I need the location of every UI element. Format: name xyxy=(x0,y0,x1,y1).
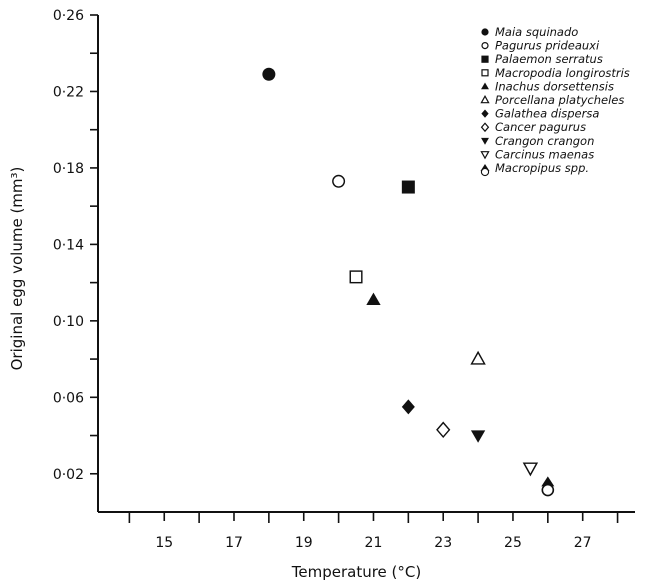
x-tick-label: 21 xyxy=(365,535,383,551)
y-tick-label: 0·06 xyxy=(53,390,84,406)
data-point-5-0 xyxy=(470,350,486,365)
legend-item: Porcellana platycheles xyxy=(480,93,624,107)
legend-label: Maia squinado xyxy=(495,25,578,39)
legend-item: Cancer pagurus xyxy=(480,120,586,134)
y-tick-label: 0·18 xyxy=(53,161,84,177)
x-tick-label: 25 xyxy=(504,535,522,551)
y-tick-label: 0·10 xyxy=(53,314,84,330)
legend-item: Galathea dispersa xyxy=(481,107,599,121)
y-tick-label: 0·02 xyxy=(53,467,84,483)
x-tick-label: 27 xyxy=(574,535,592,551)
legend-marker xyxy=(481,137,489,145)
x-tick-label: 15 xyxy=(155,535,173,551)
legend-label: Cancer pagurus xyxy=(495,120,586,134)
legend-marker xyxy=(481,82,489,90)
data-point-4-0 xyxy=(366,292,381,306)
legend-marker xyxy=(480,151,490,160)
data-point-8-0 xyxy=(470,430,486,443)
legend-marker xyxy=(480,94,490,104)
data-point-7-0 xyxy=(436,421,451,439)
legend-label: Carcinus maenas xyxy=(495,147,594,161)
legend-marker xyxy=(481,69,489,77)
y-tick-label: 0·22 xyxy=(53,84,84,100)
data-point-9-0 xyxy=(522,462,539,477)
x-tick-label: 23 xyxy=(434,535,452,551)
x-tick-label: 17 xyxy=(225,535,243,551)
point-macropipus-spp xyxy=(541,476,555,497)
legend-item: Inachus dorsettensis xyxy=(481,79,614,93)
legend-label: Palaemon serratus xyxy=(495,52,603,66)
legend-item: Maia squinado xyxy=(481,25,578,39)
y-tick-label: 0·26 xyxy=(53,8,84,24)
legend-marker xyxy=(481,28,489,36)
legend-label: Macropipus spp. xyxy=(495,161,589,175)
legend-label: Galathea dispersa xyxy=(495,107,599,121)
x-axis-title: Temperature (°C) xyxy=(291,563,421,581)
legend-item: Pagurus prideauxi xyxy=(481,39,600,53)
data-point-1-0 xyxy=(332,174,346,188)
y-axis-title: Original egg volume (mm³) xyxy=(8,167,26,371)
point-macropipus-circle xyxy=(541,483,555,497)
data-points xyxy=(262,67,555,497)
data-point-6-0 xyxy=(401,399,415,415)
legend-label: Pagurus prideauxi xyxy=(495,39,600,53)
legend-label: Macropodia longirostris xyxy=(495,66,630,80)
axes xyxy=(97,15,635,513)
legend-item: Crangon crangon xyxy=(481,134,594,148)
legend-marker xyxy=(480,122,490,133)
legend-label: Crangon crangon xyxy=(495,134,594,148)
legend-item: Macropodia longirostris xyxy=(481,66,630,80)
data-point-2-0 xyxy=(401,180,415,194)
legend-marker xyxy=(481,109,489,118)
legend-marker-bottom xyxy=(480,167,490,177)
legend-label: Porcellana platycheles xyxy=(495,93,624,107)
data-point-3-0 xyxy=(349,270,363,284)
legend-marker xyxy=(481,55,489,63)
legend-item: Carcinus maenas xyxy=(480,147,594,161)
data-point-0-0 xyxy=(262,67,276,81)
legend-item: Palaemon serratus xyxy=(481,52,603,66)
axis-ticks: 15 17 19 21 23 25 27 0·02 0·06 0·10 0·14 0·18 0·22 0·… xyxy=(53,8,619,551)
x-tick-label: 19 xyxy=(295,535,313,551)
point-macropipus-triangle xyxy=(541,476,555,487)
y-tick-label: 0·14 xyxy=(53,237,84,253)
legend-item: Macropipus spp. xyxy=(480,161,589,177)
legend-marker xyxy=(481,41,489,50)
legend-label: Inachus dorsettensis xyxy=(495,79,614,93)
